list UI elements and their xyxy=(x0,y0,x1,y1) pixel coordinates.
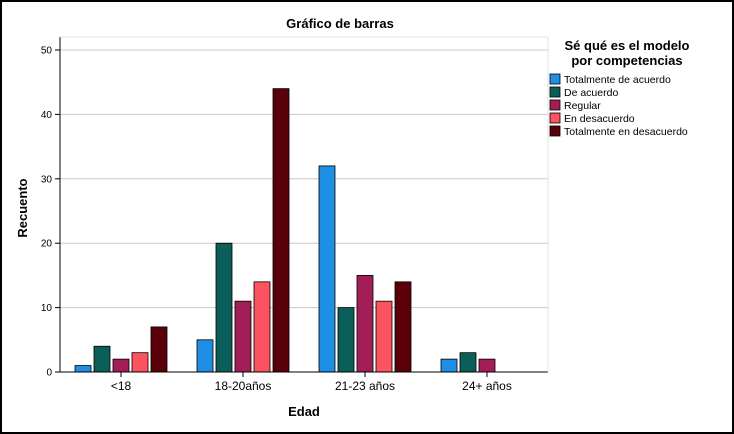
bar xyxy=(440,358,458,373)
x-tick-label: 18-20años xyxy=(215,379,272,393)
y-axis-ticks: 0 10 20 30 40 50 xyxy=(41,46,60,379)
legend-label: Regular xyxy=(564,100,601,112)
legend-label: En desacuerdo xyxy=(564,113,635,125)
bar xyxy=(74,365,92,373)
bar xyxy=(253,281,271,373)
bars-group xyxy=(74,88,496,373)
y-tick-label: 0 xyxy=(46,368,52,379)
bar xyxy=(150,326,168,373)
bar xyxy=(93,345,111,373)
grid-lines xyxy=(60,49,548,309)
bar xyxy=(234,300,252,373)
bar xyxy=(318,165,336,373)
legend-swatch xyxy=(549,86,561,98)
x-tick-label: 21-23 años xyxy=(335,379,395,393)
y-axis-label: Recuento xyxy=(15,178,30,237)
legend-swatch xyxy=(549,125,561,137)
y-tick-label: 50 xyxy=(41,46,53,57)
legend-swatch xyxy=(549,99,561,111)
x-tick-label: 24+ años xyxy=(462,379,512,393)
y-tick-label: 20 xyxy=(41,239,53,250)
legend-swatch xyxy=(549,112,561,124)
bar xyxy=(272,88,290,373)
bar xyxy=(196,339,214,373)
x-axis-label: Edad xyxy=(288,404,320,419)
chart-title: Gráfico de barras xyxy=(286,16,394,31)
bar xyxy=(131,352,149,373)
legend-title-line-2: por competencias xyxy=(571,53,682,68)
bar xyxy=(478,358,496,373)
y-tick-label: 40 xyxy=(41,110,53,121)
legend-swatch xyxy=(549,73,561,85)
bar xyxy=(112,358,130,373)
legend-title-line-1: Sé qué es el modelo xyxy=(565,38,690,53)
bar xyxy=(459,352,477,373)
bar xyxy=(337,307,355,373)
bar xyxy=(215,242,233,373)
bar xyxy=(375,300,393,373)
legend-label: Totalmente en desacuerdo xyxy=(564,126,688,138)
x-axis-ticks: <18 18-20años 21-23 años 24+ años xyxy=(111,372,512,393)
bar xyxy=(394,281,412,373)
legend: Sé qué es el modelo por competencias Tot… xyxy=(549,38,690,138)
legend-label: De acuerdo xyxy=(564,87,618,99)
x-tick-label: <18 xyxy=(111,379,132,393)
y-tick-label: 10 xyxy=(41,303,53,314)
bar xyxy=(356,274,374,373)
legend-label: Totalmente de acuerdo xyxy=(564,74,671,86)
y-tick-label: 30 xyxy=(41,174,53,185)
